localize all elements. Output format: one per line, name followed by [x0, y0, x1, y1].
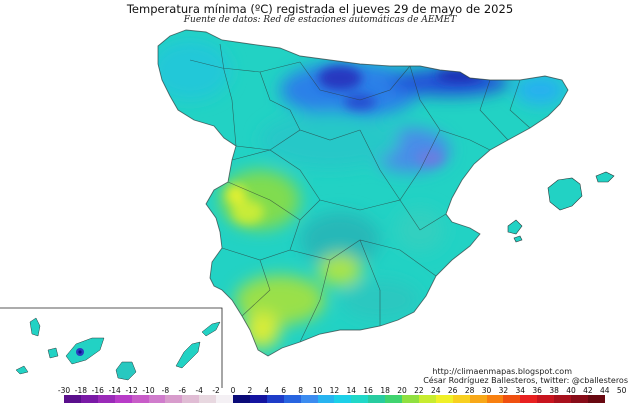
legend-swatch	[64, 395, 82, 403]
legend-tick: 22	[414, 386, 424, 395]
legend-swatch	[469, 395, 487, 403]
legend-swatch	[402, 395, 420, 403]
gran-canaria	[115, 361, 137, 381]
legend-tick: -4	[195, 386, 203, 395]
legend-tick: 14	[346, 386, 357, 395]
canary-islands-inset	[0, 307, 223, 388]
menorca	[595, 171, 615, 183]
legend-swatch	[452, 395, 470, 403]
formentera	[513, 235, 523, 243]
legend-tick: -14	[108, 386, 121, 395]
legend-swatch	[418, 395, 437, 403]
la-palma	[29, 317, 41, 337]
map-title: Temperatura mínima (ºC) registrada el ju…	[126, 2, 514, 16]
legend-tick: -2	[212, 386, 220, 395]
mainland-map	[157, 29, 569, 357]
province-borders	[157, 29, 569, 357]
legend-swatch	[554, 395, 572, 403]
inset-frame	[0, 307, 223, 388]
legend-swatch	[334, 395, 352, 403]
legend-tick: 34	[515, 386, 526, 395]
legend-tick: -18	[74, 386, 88, 395]
balearic-islands	[507, 171, 615, 243]
mallorca	[547, 177, 583, 211]
map-subtitle: Fuente de datos: Red de estaciones autom…	[183, 15, 457, 25]
legend-swatch	[368, 395, 386, 403]
blog-credit: http://climaenmapas.blogspot.com	[432, 367, 572, 376]
legend-swatch	[571, 395, 589, 403]
legend-tick: 38	[549, 386, 559, 395]
legend-tick: 44	[600, 386, 610, 395]
author-credit: César Rodríguez Ballesteros, twitter: @c…	[423, 376, 628, 385]
legend-tick: 8	[298, 386, 303, 395]
legend-tick: -30	[57, 386, 71, 395]
legend-swatch	[199, 395, 217, 403]
legend-swatch	[503, 395, 521, 403]
legend-tick: 2	[247, 386, 253, 395]
legend-tick: 18	[380, 386, 390, 395]
legend-swatch	[97, 395, 115, 403]
legend-swatch	[249, 395, 268, 403]
legend-tick: -10	[142, 386, 155, 395]
legend-swatch	[300, 395, 318, 403]
mainland-base	[158, 30, 568, 356]
legend-tick: 32	[498, 386, 509, 395]
el-hierro	[15, 365, 29, 375]
legend-tick: 16	[363, 386, 373, 395]
legend-swatch	[266, 395, 284, 403]
legend-swatch	[317, 395, 335, 403]
legend-tick: 30	[481, 386, 492, 395]
legend-swatch	[165, 395, 183, 403]
teide-core	[78, 350, 82, 354]
legend-tick: 24	[431, 386, 441, 395]
legend-swatch	[131, 395, 149, 403]
legend-tick: 26	[447, 386, 458, 395]
legend-tick: 50	[616, 386, 627, 395]
legend-tick: 0	[230, 386, 236, 395]
legend-swatch	[182, 395, 200, 403]
legend-tick: -16	[91, 386, 104, 395]
lanzarote	[201, 321, 221, 337]
legend-tick: 4	[264, 386, 270, 395]
legend-swatch	[283, 395, 301, 403]
legend-swatch	[114, 395, 132, 403]
legend-tick: 42	[583, 386, 593, 395]
legend-tick: 36	[532, 386, 542, 395]
legend-swatch	[233, 395, 251, 403]
legend-swatch	[216, 395, 234, 403]
legend-tick: 10	[312, 386, 323, 395]
legend-tick: 6	[281, 386, 287, 395]
legend-swatch	[520, 395, 538, 403]
legend-tick: -8	[161, 386, 170, 395]
temperature-legend: -30 -18 -16 -14 -12 -10 -8 -6 -4 -2 0 2 4 6 8 10 12 14 16 1…	[56, 386, 636, 404]
legend-tick: -6	[178, 386, 187, 395]
legend-swatch	[435, 395, 453, 403]
legend-swatch	[537, 395, 555, 403]
legend-swatch	[385, 395, 403, 403]
legend-swatch	[351, 395, 369, 403]
legend-tick: 28	[464, 386, 475, 395]
la-gomera	[47, 347, 59, 359]
legend-tick: 20	[397, 386, 407, 395]
legend-swatch	[148, 395, 166, 403]
legend-tick: 40	[566, 386, 576, 395]
legend-tick: -12	[125, 386, 138, 395]
legend-swatch	[587, 395, 606, 403]
legend-swatch	[80, 395, 99, 403]
tenerife	[65, 337, 105, 365]
ibiza	[507, 219, 523, 235]
legend-swatch	[486, 395, 504, 403]
fuerteventura	[175, 341, 201, 369]
legend-tick: 12	[329, 386, 340, 395]
